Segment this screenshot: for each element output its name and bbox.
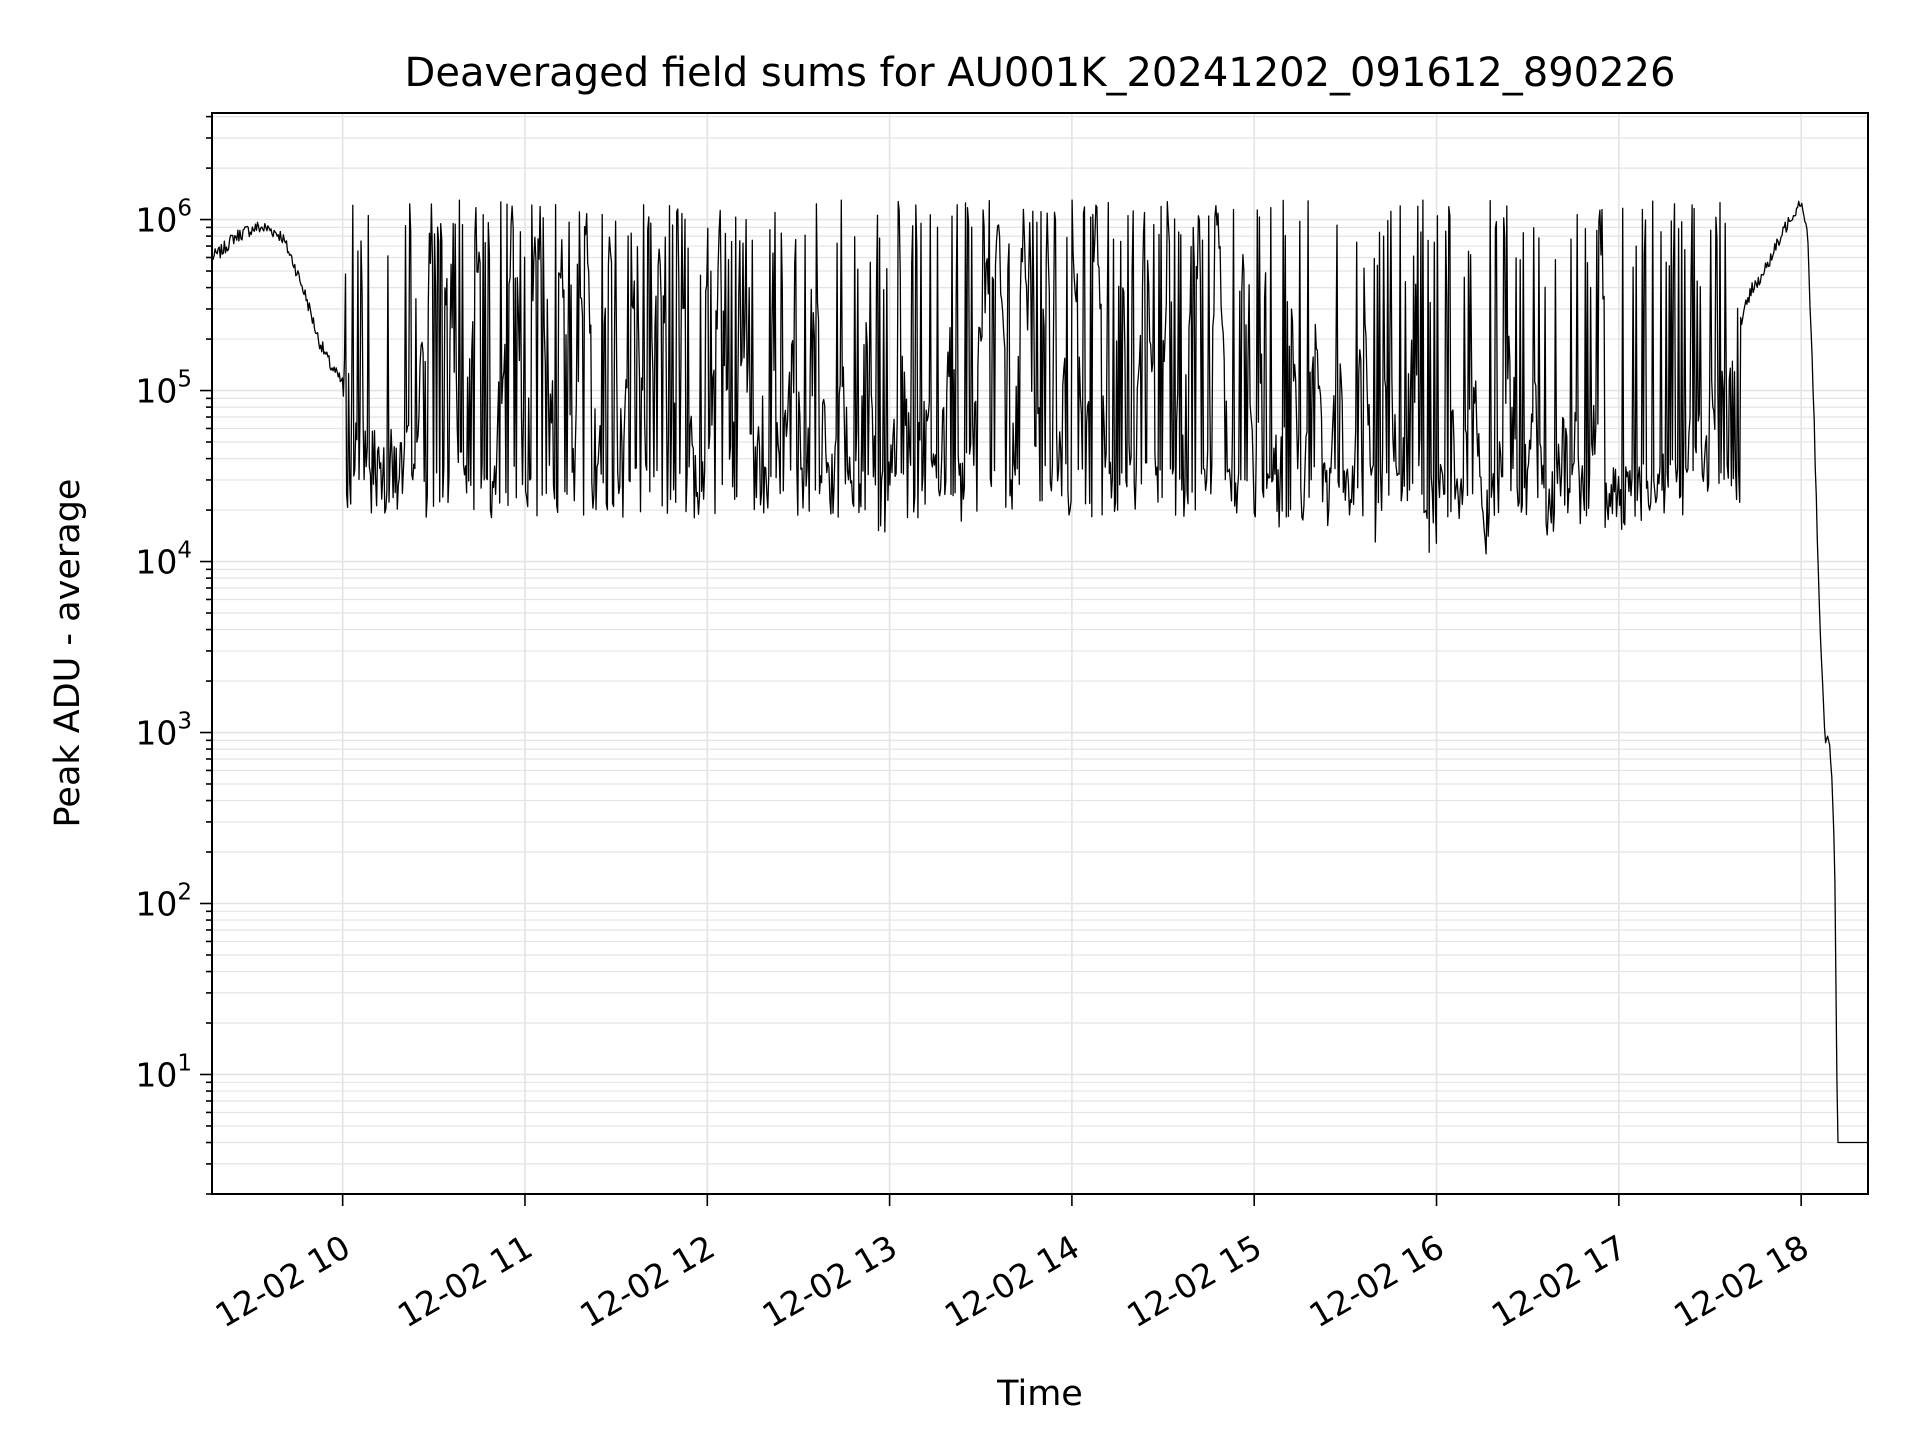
y-axis: 101 102 103 104 105 106 [135, 115, 212, 1195]
y-tick-label: 102 [135, 880, 192, 924]
series-line-path [211, 199, 1868, 1144]
y-axis-label: Peak ADU - average [48, 479, 88, 828]
chart-title: Deaveraged field sums for AU001K_2024120… [405, 50, 1676, 96]
y-tick-label: 106 [135, 196, 192, 240]
plot-frame [211, 112, 1869, 1195]
y-tick-label: 105 [135, 367, 192, 411]
y-tick-label: 104 [135, 538, 192, 582]
y-tick-label: 101 [135, 1050, 192, 1094]
series-line [211, 199, 1868, 1144]
x-axis-label: Time [996, 1374, 1083, 1414]
y-tick-label: 103 [135, 709, 192, 753]
grid [212, 113, 1868, 1195]
